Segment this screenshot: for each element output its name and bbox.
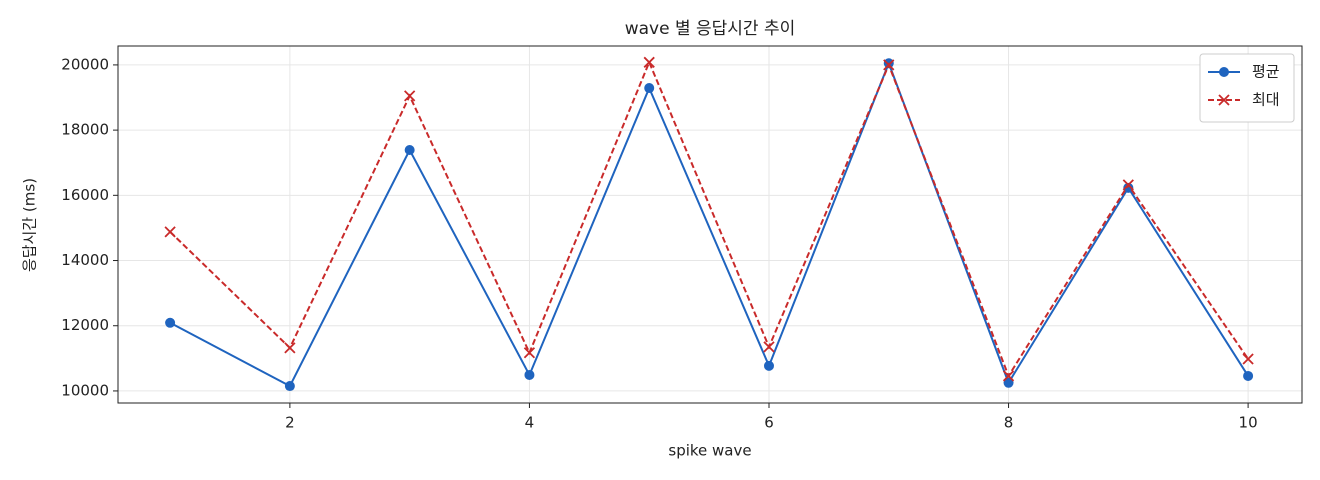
point — [284, 381, 295, 392]
legend-label: 평균 — [1252, 63, 1280, 81]
x-tick-label: 2 — [285, 414, 295, 432]
x-tick-label: 10 — [1239, 414, 1258, 432]
point — [883, 59, 895, 71]
series-line — [169, 60, 1249, 388]
y-tick-label: 18000 — [61, 121, 109, 139]
legend-marker — [1218, 94, 1230, 106]
point — [165, 317, 176, 328]
point — [523, 347, 536, 359]
point — [1002, 370, 1015, 382]
point — [1123, 182, 1134, 193]
point — [284, 342, 296, 354]
legend-box — [1199, 53, 1295, 123]
legend-marker — [1219, 67, 1229, 77]
x-tick-label: 6 — [764, 414, 774, 432]
x-tick-label: 4 — [525, 414, 535, 432]
point — [763, 360, 774, 371]
chart-title: wave 별 응답시간 추이 — [625, 19, 796, 39]
point — [1243, 370, 1254, 381]
series-line — [169, 59, 1249, 379]
point — [524, 369, 535, 380]
y-tick-label: 20000 — [61, 55, 109, 73]
point — [404, 145, 415, 156]
point — [404, 90, 416, 102]
y-tick-label: 14000 — [61, 251, 109, 269]
y-tick-label: 16000 — [61, 186, 109, 204]
point — [1122, 179, 1134, 191]
y-tick-label: 12000 — [61, 316, 109, 334]
point — [643, 56, 655, 68]
point — [644, 83, 655, 94]
plot-frame — [117, 45, 1303, 404]
x-tick-label: 8 — [1004, 414, 1014, 432]
point — [1003, 377, 1014, 388]
point — [164, 226, 176, 238]
y-tick-label: 10000 — [61, 381, 109, 399]
y-axis-label: 응답시간 (ms) — [21, 178, 39, 272]
point — [1242, 353, 1254, 365]
legend-label: 최대 — [1252, 91, 1280, 109]
x-axis-label: spike wave — [668, 442, 751, 460]
point — [763, 341, 775, 353]
